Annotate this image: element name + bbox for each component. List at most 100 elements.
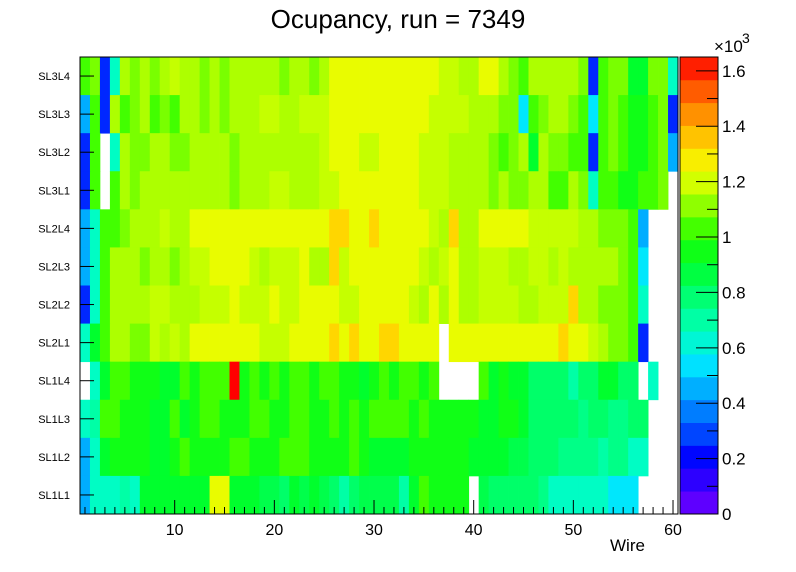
heatmap-cell bbox=[488, 171, 499, 210]
heatmap-cell bbox=[259, 361, 270, 401]
heatmap-cell bbox=[269, 437, 280, 477]
heatmap-cell bbox=[408, 171, 420, 210]
heatmap-cell bbox=[628, 95, 639, 134]
heatmap-cell bbox=[488, 399, 499, 439]
heatmap-cell bbox=[638, 323, 649, 363]
heatmap-cell bbox=[349, 133, 360, 172]
heatmap-cell bbox=[179, 399, 191, 439]
heatmap-cell bbox=[568, 285, 579, 324]
heatmap-cell bbox=[379, 323, 390, 363]
heatmap-cell bbox=[398, 475, 410, 515]
heatmap-cell bbox=[648, 171, 659, 210]
heatmap-cell bbox=[538, 399, 549, 439]
heatmap-cell bbox=[508, 133, 519, 172]
heatmap-cell bbox=[558, 361, 569, 401]
heatmap-cell bbox=[498, 57, 509, 96]
heatmap-cell bbox=[359, 133, 370, 172]
heatmap-cell bbox=[518, 133, 529, 172]
heatmap-cell bbox=[369, 399, 380, 439]
heatmap-cell bbox=[458, 475, 470, 515]
heatmap-cell bbox=[588, 247, 599, 286]
heatmap-cell bbox=[528, 437, 539, 477]
heatmap-cell bbox=[528, 209, 539, 248]
heatmap-cell bbox=[279, 133, 290, 172]
heatmap-cell bbox=[269, 209, 280, 248]
heatmap-cell bbox=[89, 171, 101, 210]
heatmap-cell bbox=[299, 285, 310, 324]
heatmap-cell bbox=[269, 133, 280, 172]
heatmap-cell bbox=[388, 323, 400, 363]
heatmap-cell bbox=[229, 247, 240, 286]
heatmap-cell bbox=[349, 95, 360, 134]
y-tick-label: SL1L4 bbox=[38, 376, 70, 388]
y-tick-label: SL3L2 bbox=[38, 147, 70, 159]
heatmap-cell bbox=[259, 133, 270, 172]
heatmap-cell bbox=[349, 285, 360, 324]
heatmap-cell bbox=[329, 171, 340, 210]
heatmap-cell bbox=[578, 171, 589, 210]
heatmap-cell bbox=[618, 171, 629, 210]
heatmap-cell bbox=[369, 171, 380, 210]
heatmap-cell bbox=[498, 361, 509, 401]
heatmap-cell bbox=[359, 95, 370, 134]
heatmap-cell bbox=[618, 285, 629, 324]
heatmap-cell bbox=[119, 171, 131, 210]
heatmap-cell bbox=[139, 475, 151, 515]
heatmap-cell bbox=[89, 209, 101, 248]
heatmap-cell bbox=[528, 57, 539, 96]
heatmap-cell bbox=[528, 399, 539, 439]
heatmap-cell bbox=[408, 95, 420, 134]
heatmap-cell bbox=[488, 95, 499, 134]
heatmap-cell bbox=[339, 361, 350, 401]
heatmap-cell bbox=[109, 323, 121, 363]
heatmap-cell bbox=[568, 209, 579, 248]
y-tick-label: SL3L1 bbox=[38, 185, 70, 197]
heatmap-cell bbox=[319, 95, 330, 134]
heatmap-cell bbox=[359, 323, 370, 363]
heatmap-cell bbox=[588, 361, 599, 401]
heatmap-cell bbox=[309, 285, 320, 324]
heatmap-cell bbox=[319, 285, 330, 324]
heatmap-cell bbox=[478, 475, 490, 515]
heatmap-cell bbox=[548, 209, 559, 248]
y-tick-label: SL3L4 bbox=[38, 71, 70, 83]
heatmap-cell bbox=[289, 171, 300, 210]
heatmap-cell bbox=[299, 475, 310, 515]
heatmap-cell bbox=[628, 57, 639, 96]
heatmap-cell bbox=[488, 437, 499, 477]
heatmap-cell bbox=[578, 361, 589, 401]
heatmap-cell bbox=[418, 285, 430, 324]
heatmap-cell bbox=[219, 247, 230, 286]
heatmap-cell bbox=[189, 361, 200, 401]
heatmap-cell bbox=[438, 133, 450, 172]
heatmap-cell bbox=[329, 209, 340, 248]
heatmap-cell bbox=[169, 133, 181, 172]
heatmap-cell bbox=[558, 399, 569, 439]
heatmap-cell bbox=[109, 285, 121, 324]
heatmap-cell bbox=[438, 171, 450, 210]
x-tick-label: 60 bbox=[664, 522, 682, 539]
heatmap-cell bbox=[438, 247, 450, 286]
heatmap-cell bbox=[458, 247, 470, 286]
heatmap-cell bbox=[458, 209, 470, 248]
heatmap-cell bbox=[359, 57, 370, 96]
x-tick-label: 50 bbox=[564, 522, 582, 539]
heatmap-cell bbox=[359, 209, 370, 248]
heatmap-cell bbox=[339, 399, 350, 439]
heatmap-cell bbox=[119, 285, 131, 324]
heatmap-cell bbox=[398, 399, 410, 439]
heatmap-cell bbox=[518, 361, 529, 401]
heatmap-cell bbox=[149, 209, 161, 248]
heatmap-cell bbox=[658, 133, 669, 172]
heatmap-cell bbox=[179, 247, 191, 286]
heatmap-cell bbox=[598, 247, 609, 286]
heatmap-cell bbox=[119, 323, 131, 363]
heatmap-cell bbox=[149, 361, 161, 401]
heatmap-cell bbox=[229, 57, 240, 96]
heatmap-cell bbox=[628, 323, 639, 363]
heatmap-cell bbox=[159, 361, 171, 401]
heatmap-cell bbox=[468, 209, 480, 248]
heatmap-cell bbox=[618, 57, 629, 96]
heatmap-cell bbox=[648, 361, 659, 401]
heatmap-cell bbox=[269, 95, 280, 134]
